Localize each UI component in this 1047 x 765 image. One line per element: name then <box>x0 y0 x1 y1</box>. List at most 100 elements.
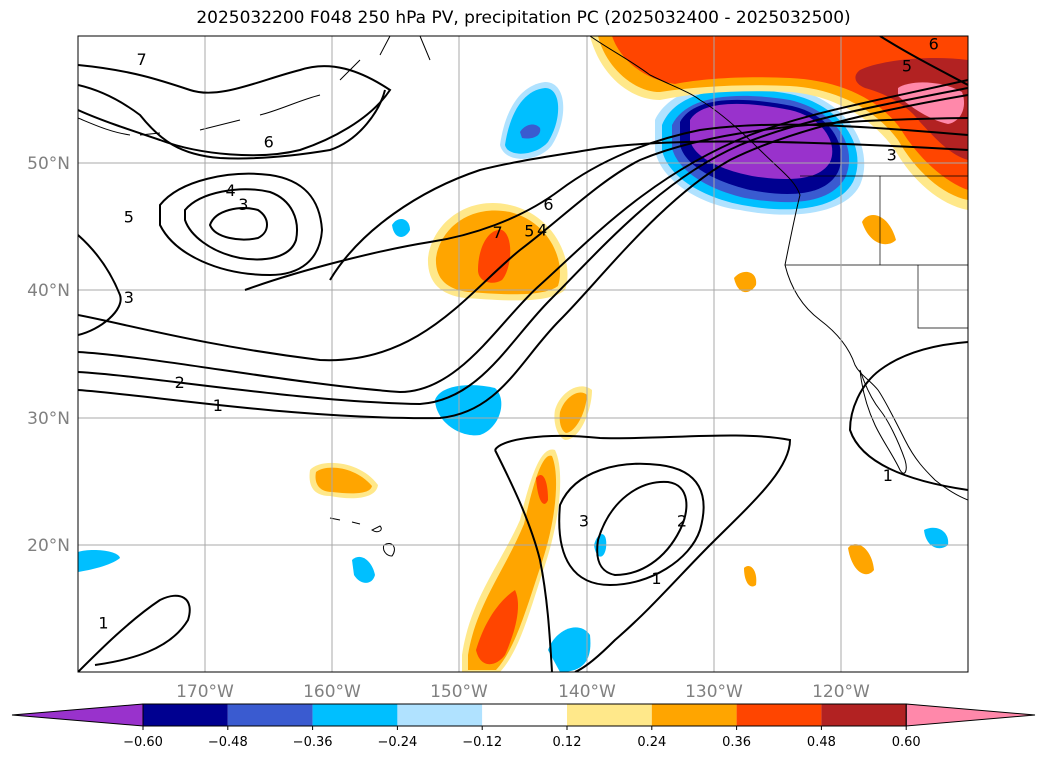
colorbar-segment <box>312 704 398 726</box>
colorbar-frame <box>142 703 907 727</box>
pv-contour <box>848 341 968 491</box>
pv-contour <box>208 207 268 241</box>
latitude-labels: 50°N 40°N 30°N 20°N <box>27 154 70 556</box>
pv-contour-label: 7 <box>492 223 502 242</box>
precip-negative-area <box>548 627 591 672</box>
colorbar-tick-label: −0.12 <box>462 735 502 750</box>
precip-positive-area <box>536 474 548 504</box>
pv-contour <box>78 94 968 420</box>
pv-contour <box>78 234 122 336</box>
precip-positive-area <box>734 271 757 293</box>
lat-label: 50°N <box>27 154 70 174</box>
pv-contours <box>78 36 968 672</box>
precip-positive-area <box>468 455 557 670</box>
colorbar: −0.60 −0.48 −0.36 −0.24 −0.12 0.12 0.24 0.36 0.4… <box>11 703 1036 750</box>
pv-contour <box>78 117 968 362</box>
pv-contour-label: 3 <box>124 288 134 307</box>
pv-contour <box>78 594 191 672</box>
pv-contour-label: 5 <box>902 56 912 75</box>
lat-label: 20°N <box>27 536 70 556</box>
precip-positive-area <box>315 467 372 494</box>
colorbar-tick-label: 0.12 <box>553 735 582 750</box>
lat-label: 30°N <box>27 409 70 429</box>
lat-label: 40°N <box>27 281 70 301</box>
precip-positive-area <box>862 215 896 245</box>
pv-contour <box>78 64 392 157</box>
colorbar-segment <box>821 704 907 726</box>
map-frame <box>77 35 969 673</box>
lon-label: 120°W <box>812 682 870 702</box>
pv-contour-label: 4 <box>225 181 235 200</box>
pv-contour <box>558 462 705 587</box>
colorbar-extend-max <box>905 703 1036 727</box>
pv-contour <box>494 449 553 672</box>
pv-contour-label: 1 <box>883 466 893 485</box>
precip-negative-area <box>78 550 120 572</box>
border-us-canada <box>785 175 968 329</box>
precip-positive-area <box>855 58 968 160</box>
colorbar-tick-label: 0.60 <box>892 735 921 750</box>
precip-positive-area <box>476 590 519 665</box>
pv-contour <box>494 434 792 672</box>
colorbar-extend-min <box>11 703 144 727</box>
map-gridlines <box>78 36 968 672</box>
precip-negative-area <box>520 124 541 139</box>
pv-contour-label: 1 <box>98 613 108 632</box>
colorbar-tick-label: −0.48 <box>208 735 248 750</box>
precip-negative-area <box>505 88 559 154</box>
precip-negative-area <box>352 556 375 583</box>
colorbar-segment <box>736 704 822 726</box>
coastline-baja <box>859 369 907 474</box>
colorbar-segment <box>227 704 313 726</box>
colorbar-segment <box>567 704 652 726</box>
pv-contour-label: 6 <box>929 35 939 54</box>
pv-contour <box>184 188 298 261</box>
pv-contour-label: 3 <box>579 512 589 531</box>
pv-contour-label: 3 <box>238 195 248 214</box>
pv-contour <box>596 480 688 577</box>
chart-title: 2025032200 F048 250 hPa PV, precipitatio… <box>196 8 851 28</box>
precip-positive-area <box>478 229 511 283</box>
colorbar-tick-label: −0.36 <box>293 735 333 750</box>
pv-contour-label: 2 <box>175 373 185 392</box>
precipitation-shading <box>78 36 968 672</box>
coastline-hawaii <box>329 517 395 557</box>
pv-contour <box>244 123 968 291</box>
pv-contour <box>879 36 968 86</box>
pv-contour-label: 6 <box>264 133 274 152</box>
colorbar-segment <box>143 704 228 726</box>
lon-label: 170°W <box>176 682 234 702</box>
pv-contour-label: 5 <box>524 222 534 241</box>
lon-label: 150°W <box>430 682 488 702</box>
pv-contour <box>329 140 968 281</box>
pv-contour-label: 3 <box>887 145 897 164</box>
precip-positive-area <box>744 565 757 587</box>
precip-positive-area <box>848 544 874 575</box>
colorbar-tick-label: 0.36 <box>722 735 751 750</box>
pv-contour <box>78 84 386 160</box>
pv-contour-label: 7 <box>136 50 146 69</box>
pv-contour-label: 2 <box>677 512 687 531</box>
pv-contour-label: 1 <box>213 396 223 415</box>
lon-label: 160°W <box>303 682 361 702</box>
lon-label: 140°W <box>558 682 616 702</box>
colorbar-tick-label: 0.24 <box>637 735 666 750</box>
precip-positive-area <box>559 392 587 433</box>
pv-contour <box>159 172 324 277</box>
longitude-labels: 170°W 160°W 150°W 140°W 130°W 120°W <box>176 682 870 702</box>
lon-label: 130°W <box>685 682 743 702</box>
coastline-north-america <box>589 36 968 501</box>
colorbar-segment <box>397 704 483 726</box>
precip-negative-area <box>924 527 949 549</box>
pv-contour-label: 6 <box>543 195 553 214</box>
precip-negative-area <box>392 218 410 237</box>
pv-contour-label: 1 <box>651 569 661 588</box>
colorbar-tick-label: 0.48 <box>807 735 836 750</box>
colorbar-segment <box>651 704 737 726</box>
colorbar-segment <box>482 704 567 726</box>
pv-contour-label: 4 <box>537 220 547 239</box>
pv-contour-label: 5 <box>124 208 134 227</box>
